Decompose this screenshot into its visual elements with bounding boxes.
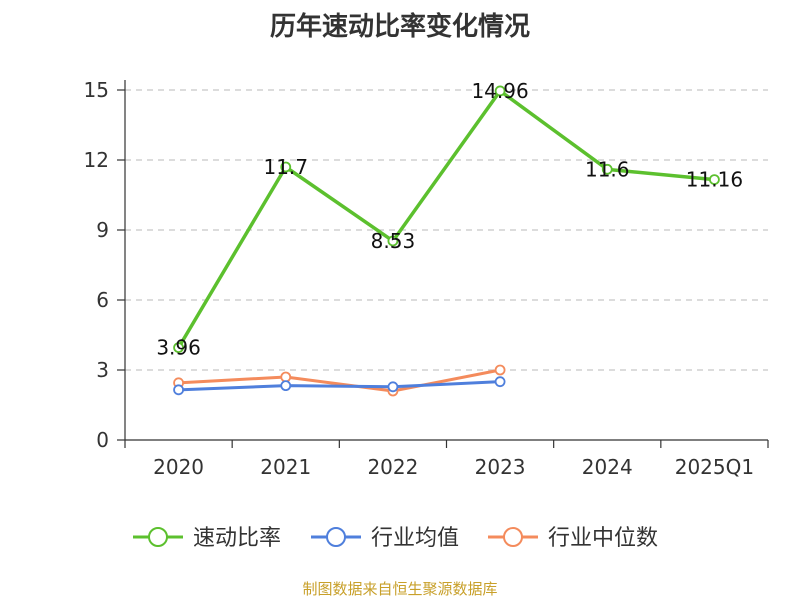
data-point [494,376,506,388]
legend-marker [503,527,523,547]
data-labels: 3.96 11.7 8.53 14.96 11.6 11.16 [156,79,743,360]
legend-item: 行业均值 [311,526,459,551]
x-tick-label: 2024 [582,455,633,479]
x-tick-label: 2025Q1 [675,455,754,479]
legend: 速动比率 行业均值 行业中位数 [133,526,658,551]
data-point [280,161,292,173]
legend-marker [326,527,346,547]
y-tick-label: 9 [96,218,109,242]
data-point [173,342,184,354]
axes: 0 3 6 9 12 15 2020 2021 2022 2023 2024 2025Q1 [84,78,769,479]
series-lines [173,85,720,397]
data-point [280,380,292,392]
legend-marker [148,527,168,547]
legend-label: 行业均值 [371,526,459,551]
legend-label: 行业中位数 [548,526,658,551]
y-tick-label: 3 [96,358,109,382]
series-line-1 [178,380,501,392]
data-label: 14.96 [471,79,528,103]
data-point [173,384,184,396]
data-point [494,364,506,376]
data-label: 11.7 [263,155,308,179]
data-point [709,174,720,186]
grid-lines [125,89,768,371]
x-tick-label: 2021 [260,455,311,479]
y-tick-label: 0 [96,428,109,452]
data-point [494,85,506,97]
x-tick-label: 2020 [153,455,204,479]
data-label: 11.6 [585,157,630,181]
chart-title: 历年速动比率变化情况 [269,12,530,42]
y-tick-label: 12 [84,148,109,172]
series-line-0 [177,89,715,349]
x-tick-label: 2022 [367,455,418,479]
legend-item: 速动比率 [133,526,281,551]
data-label: 8.53 [371,229,416,253]
data-label: 3.96 [156,336,201,360]
series-line-2 [178,368,501,393]
legend-item: 行业中位数 [488,526,658,551]
legend-label: 速动比率 [193,526,281,551]
data-point [601,163,613,175]
y-tick-label: 6 [96,288,109,312]
data-point [387,235,399,247]
data-point [280,371,292,383]
data-label: 11.16 [686,168,743,192]
x-tick-label: 2023 [475,455,526,479]
y-tick-label: 15 [84,78,109,102]
data-point [387,381,399,393]
source-note: 制图数据来自恒生聚源数据库 [302,580,498,598]
